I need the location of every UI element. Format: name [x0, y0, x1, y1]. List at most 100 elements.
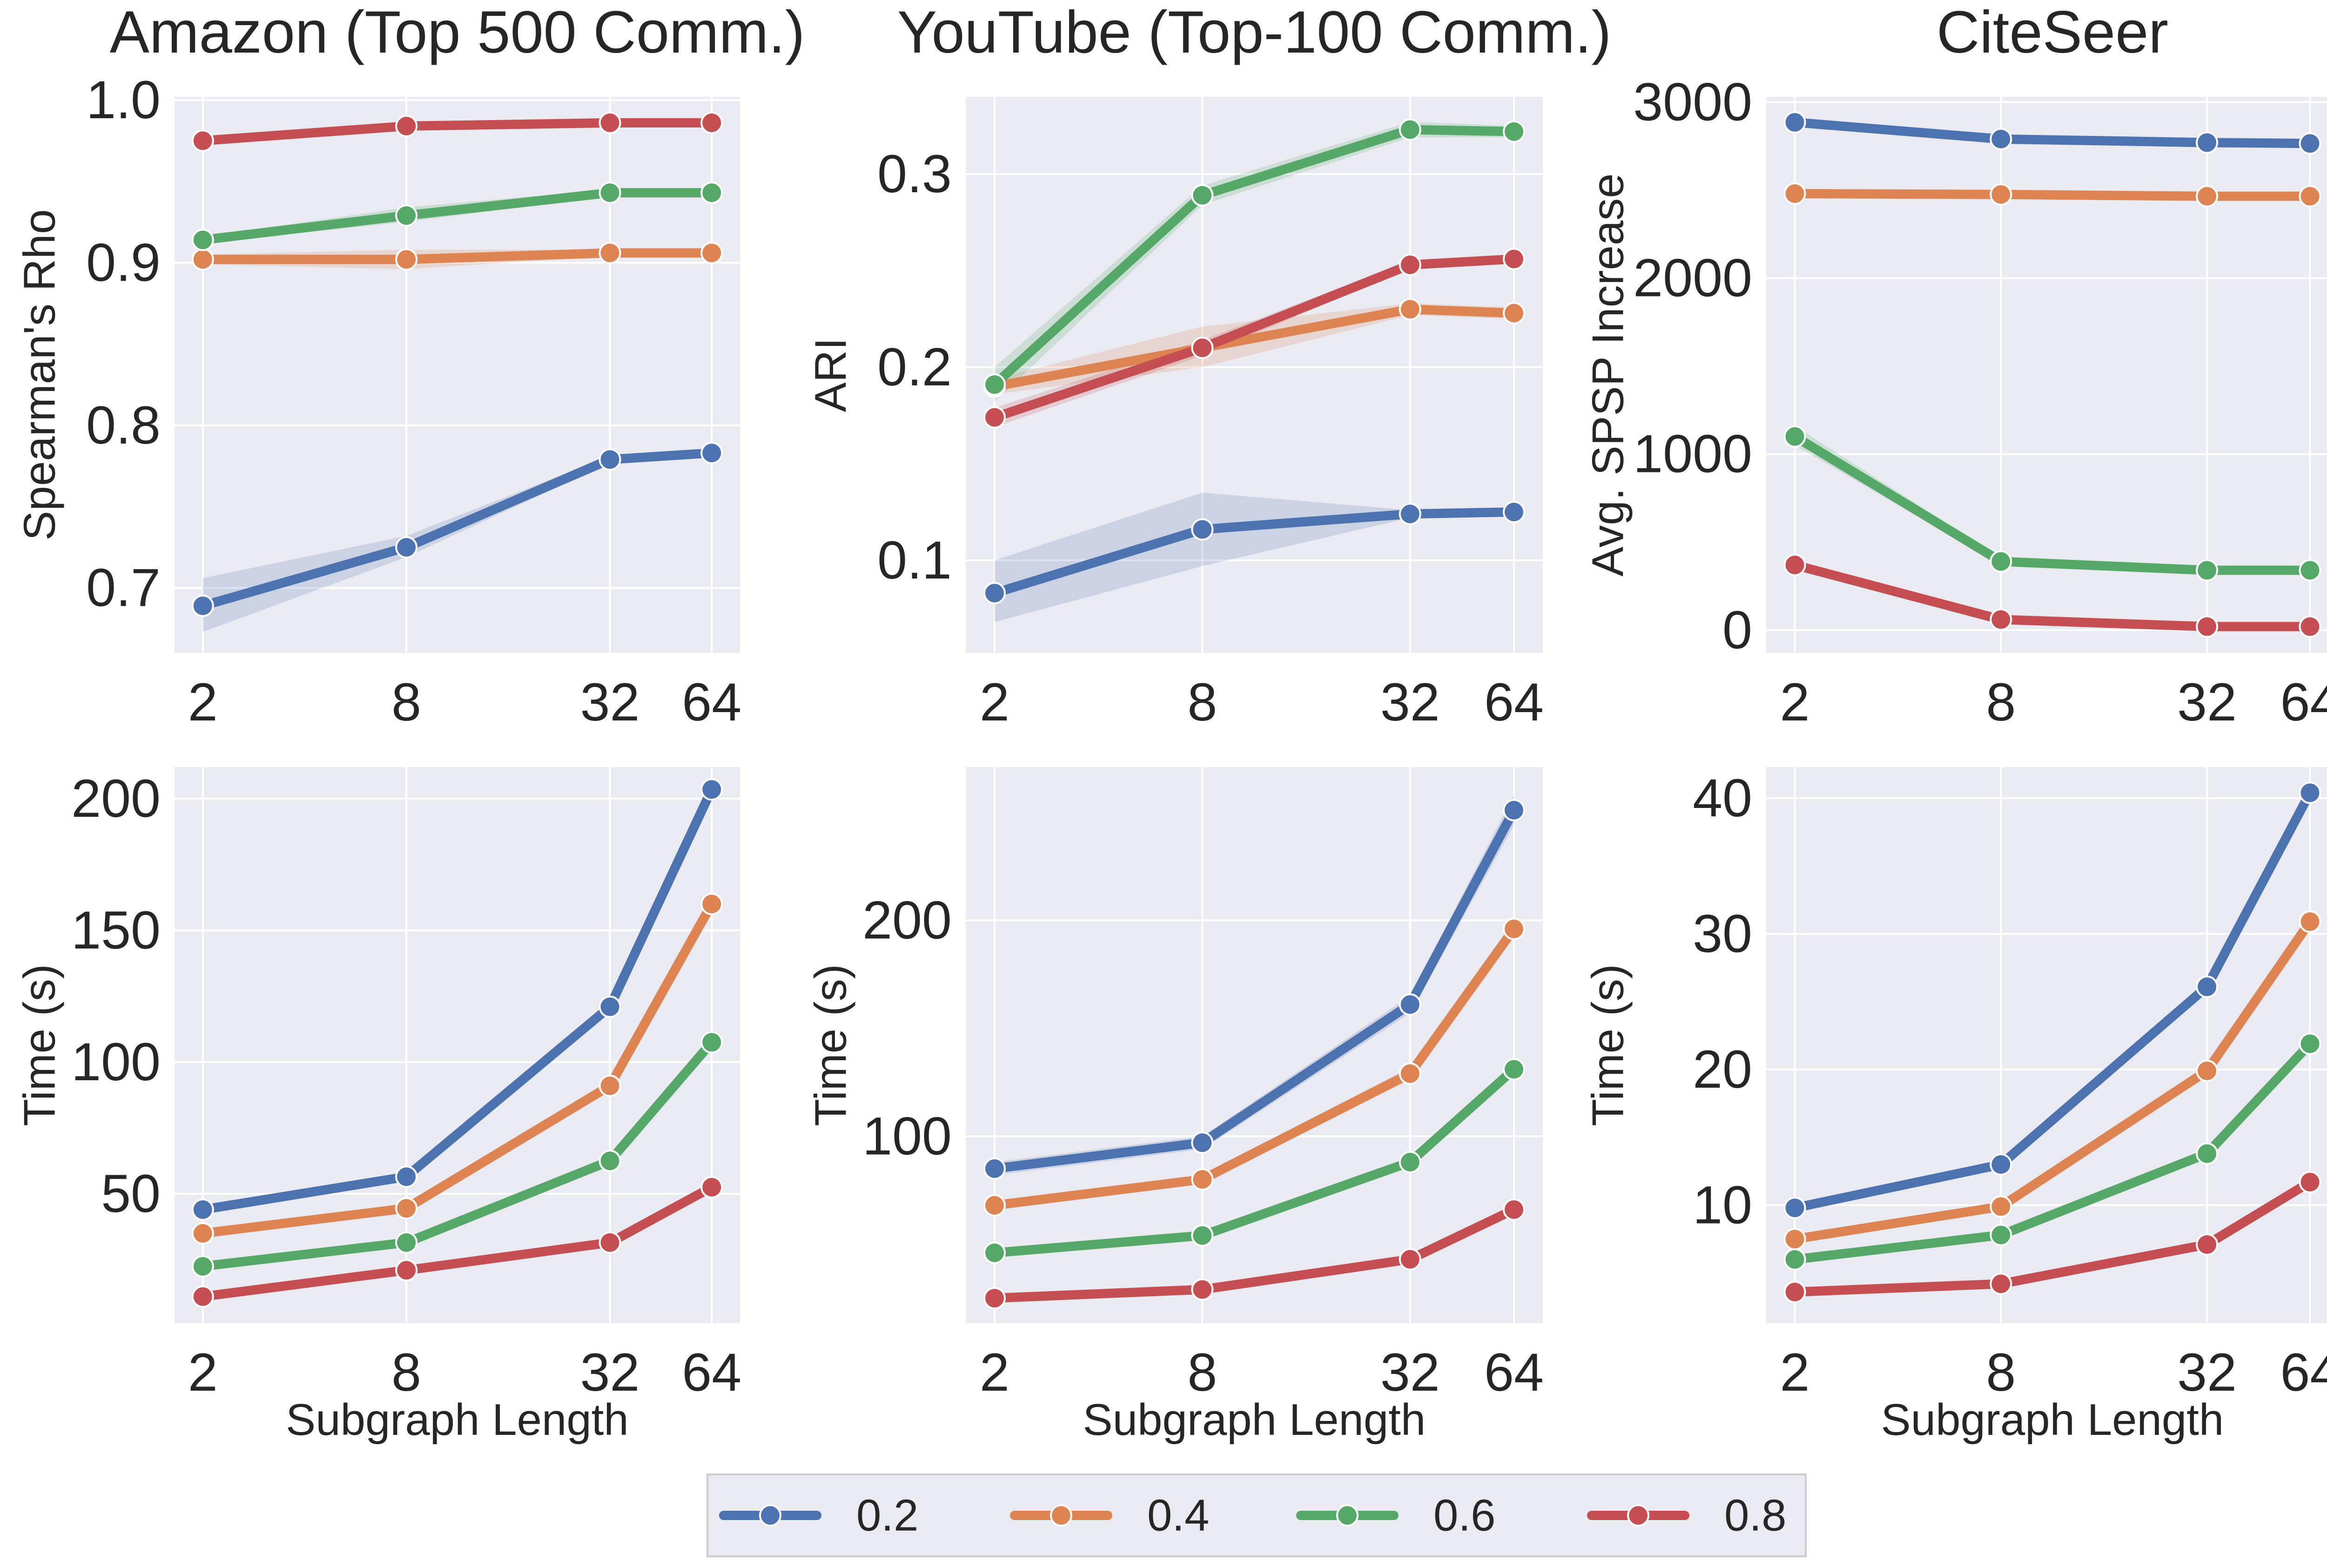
y-tick-label: 0.2 [877, 337, 952, 397]
x-tick-label: 2 [980, 673, 1009, 732]
data-point [1785, 1249, 1805, 1270]
data-point [701, 182, 722, 203]
data-point [984, 1195, 1005, 1216]
y-tick-label: 150 [71, 901, 161, 960]
chart-title: YouTube (Top-100 Comm.) [897, 0, 1611, 66]
y-axis-label: Time (s) [806, 964, 856, 1126]
data-point [2300, 560, 2320, 580]
data-point [396, 537, 417, 558]
data-point [2300, 616, 2320, 637]
data-point [2197, 560, 2217, 580]
data-point [1400, 299, 1420, 319]
y-axis-label: Time (s) [1583, 964, 1633, 1126]
data-point [1400, 994, 1420, 1015]
data-point [701, 894, 722, 914]
x-tick-label: 8 [1986, 673, 2016, 732]
x-tick-label: 2 [1780, 673, 1810, 732]
y-tick-label: 50 [101, 1164, 161, 1224]
x-tick-label: 8 [1187, 673, 1217, 732]
data-point [2300, 911, 2320, 932]
data-point [193, 1223, 213, 1244]
data-point [1400, 1063, 1420, 1084]
data-point [1504, 1059, 1524, 1079]
data-point [984, 407, 1005, 428]
y-axis-label: ARI [806, 337, 856, 412]
x-axis-label: Subgraph Length [286, 1395, 629, 1445]
legend-swatch-marker [760, 1505, 780, 1526]
data-point [193, 1199, 213, 1220]
data-point [1785, 183, 1805, 204]
plot-area [1766, 767, 2327, 1323]
x-tick-label: 8 [391, 673, 421, 732]
data-point [701, 779, 722, 800]
data-point [193, 130, 213, 151]
x-tick-label: 32 [1380, 1343, 1440, 1402]
data-point [1504, 502, 1524, 522]
y-tick-label: 0.9 [86, 233, 161, 292]
x-tick-label: 2 [1780, 1343, 1810, 1402]
data-point [1991, 551, 2011, 572]
chart-title: Amazon (Top 500 Comm.) [110, 0, 805, 66]
data-point [984, 1243, 1005, 1263]
data-point [2300, 186, 2320, 207]
data-point [1504, 800, 1524, 821]
data-point [193, 1286, 213, 1307]
x-tick-label: 8 [1187, 1343, 1217, 1402]
data-point [1991, 184, 2011, 205]
data-point [1785, 1229, 1805, 1249]
data-point [1504, 303, 1524, 323]
data-point [396, 249, 417, 269]
data-point [1400, 504, 1420, 524]
plot-area [175, 767, 740, 1323]
data-point [600, 1076, 620, 1096]
y-tick-label: 3000 [1633, 72, 1752, 132]
data-point [396, 1198, 417, 1218]
y-tick-label: 0.7 [86, 558, 161, 618]
data-point [396, 116, 417, 136]
data-point [1192, 1225, 1212, 1246]
data-point [193, 1256, 213, 1277]
legend-swatch-marker [1337, 1505, 1358, 1526]
data-point [2197, 1234, 2217, 1255]
data-point [1504, 1199, 1524, 1220]
y-tick-label: 0 [1722, 600, 1752, 660]
legend-label: 0.8 [1724, 1491, 1786, 1541]
y-axis-label: Avg. SPSP Increase [1583, 173, 1633, 576]
data-point [1400, 1249, 1420, 1270]
data-point [1504, 121, 1524, 142]
legend-swatch-marker [1051, 1505, 1071, 1526]
data-point [2197, 132, 2217, 153]
data-point [193, 596, 213, 616]
data-point [1192, 519, 1212, 539]
x-tick-label: 64 [682, 1343, 741, 1402]
data-point [1785, 426, 1805, 447]
x-tick-label: 8 [391, 1343, 421, 1402]
x-tick-label: 64 [682, 673, 741, 732]
data-point [396, 1260, 417, 1280]
data-point [2300, 133, 2320, 154]
y-tick-label: 100 [71, 1032, 161, 1092]
data-point [2197, 1144, 2217, 1164]
data-point [2197, 186, 2217, 207]
data-point [2197, 1061, 2217, 1081]
legend-label: 0.4 [1147, 1491, 1209, 1541]
y-tick-label: 0.8 [86, 396, 161, 455]
data-point [396, 1166, 417, 1187]
x-tick-label: 2 [188, 673, 218, 732]
data-point [701, 443, 722, 463]
y-axis-label: Spearman's Rho [15, 209, 65, 540]
data-point [1991, 1273, 2011, 1294]
y-tick-label: 20 [1693, 1040, 1752, 1099]
data-point [2197, 616, 2217, 637]
x-tick-label: 32 [580, 673, 640, 732]
data-point [1991, 1196, 2011, 1217]
data-point [1192, 1132, 1212, 1153]
data-point [1504, 919, 1524, 939]
